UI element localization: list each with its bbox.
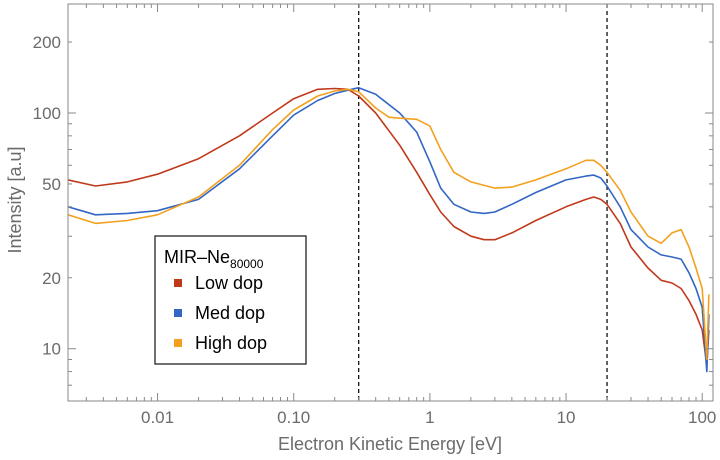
y-tick-label: 10 [42,340,61,359]
legend-swatch [174,339,182,347]
x-tick-label: 100 [688,408,716,427]
x-axis-title: Electron Kinetic Energy [eV] [278,434,502,454]
y-tick-label: 100 [33,104,61,123]
x-tick-label: 0.10 [277,408,310,427]
legend-swatch [174,279,182,287]
x-tick-label: 1 [425,408,434,427]
legend-label: High dop [195,333,267,353]
legend-swatch [174,309,182,317]
y-tick-label: 200 [33,33,61,52]
y-tick-label: 50 [42,175,61,194]
x-tick-label: 0.01 [141,408,174,427]
legend-label: Low dop [195,273,263,293]
series-line-3 [68,88,710,361]
plot-frame [67,3,714,402]
legend-title: MIR–Ne80000 [164,247,264,271]
x-tick-label: 10 [557,408,576,427]
y-tick-label: 20 [42,269,61,288]
y-axis-title: Intensity [a.u] [5,146,25,253]
series-line-2 [68,86,710,373]
legend-label: Med dop [195,303,265,323]
series-line-1 [68,87,710,367]
